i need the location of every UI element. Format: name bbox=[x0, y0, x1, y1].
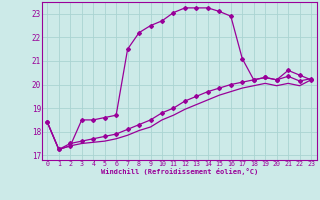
X-axis label: Windchill (Refroidissement éolien,°C): Windchill (Refroidissement éolien,°C) bbox=[100, 168, 258, 175]
